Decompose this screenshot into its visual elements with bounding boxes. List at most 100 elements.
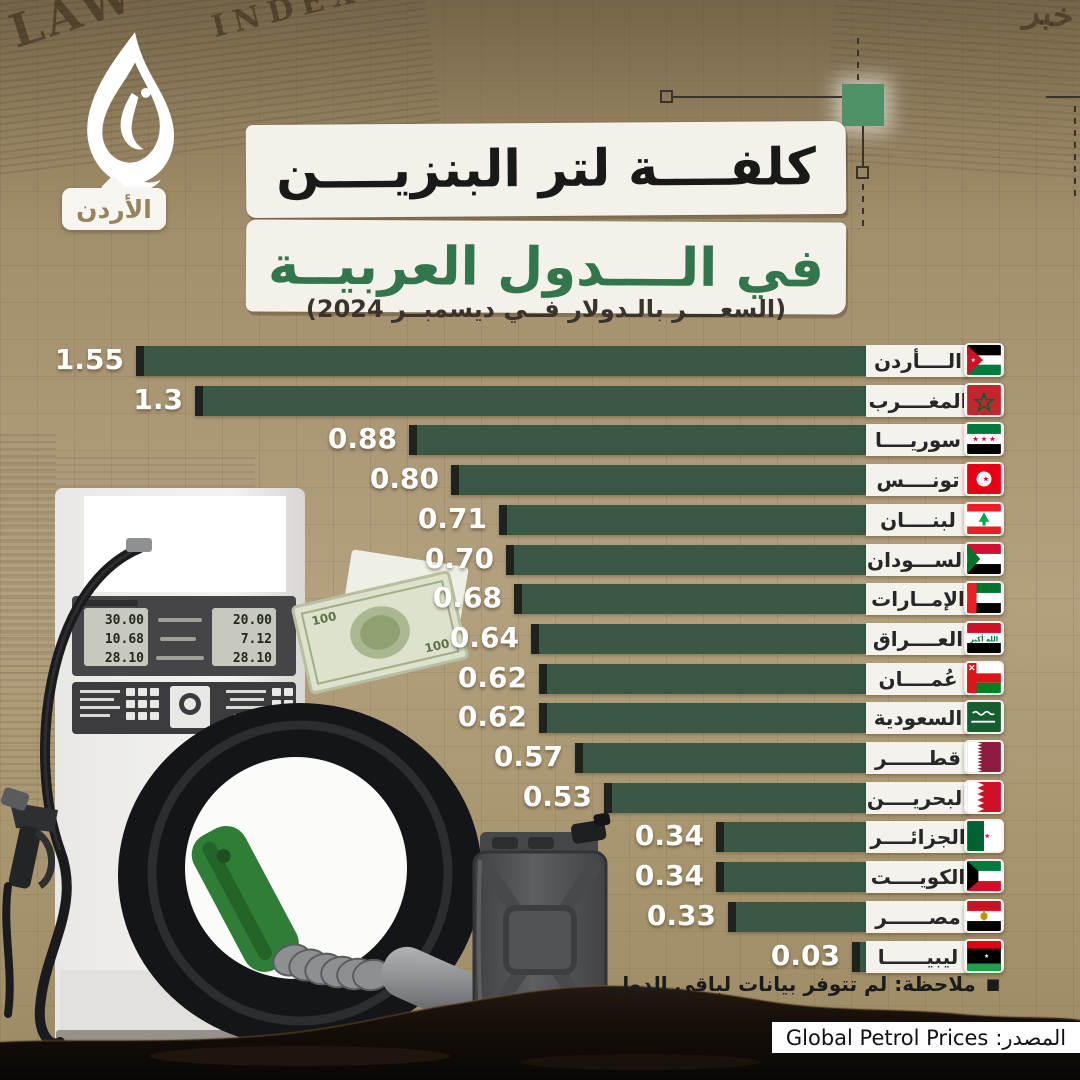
country-label-text: تونــــس [876,468,960,492]
price-bar [195,386,866,416]
syria-flag-icon [964,422,1004,456]
bar-value-label: 0.88 [327,422,397,455]
saudi-arabia-flag-icon [964,700,1004,734]
bar-value-label: 1.55 [54,343,124,376]
bar-row: 0.34 الجزائــــر [0,819,1080,853]
region-badge: الأردن [62,188,166,230]
lebanon-flag-icon [964,502,1004,536]
bar-value-label: 0.62 [457,700,527,733]
bar-value-label: 0.33 [646,899,716,932]
price-bar [728,902,866,932]
country-label: لبنــــان [866,504,970,536]
bar-row: 0.57 قطــــــر [0,740,1080,774]
price-bar [506,545,866,575]
bar-row: 0.70 الســـودان [0,542,1080,576]
country-label: تونــــس [866,464,970,496]
price-bar [514,584,866,614]
price-bar [531,624,866,654]
price-bar [499,505,866,535]
country-label-text: الكويــــت [870,865,966,889]
price-bar [575,743,866,773]
price-bar [852,942,866,972]
country-label-text: السعودية [873,706,963,730]
bar-value-label: 0.68 [432,581,502,614]
country-label: عُمــــان [866,663,970,695]
price-bar [539,703,866,733]
country-label: مصــــــر [866,901,970,933]
green-square-decoration [842,84,884,126]
egypt-flag-icon [964,899,1004,933]
bar-value-label: 0.53 [522,780,592,813]
footnote-bullet-icon: ■ [985,974,1000,993]
qatar-flag-icon [964,740,1004,774]
bar-row: 1.55 الــــأردن [0,343,1080,377]
svg-text:الله أكبر: الله أكبر [969,634,998,643]
algeria-flag-icon [964,819,1004,853]
country-label: الــــأردن [866,345,970,377]
morocco-flag-icon [964,383,1004,417]
bar-row: 0.34 الكويــــت [0,859,1080,893]
bar-row: 0.33 مصــــــر [0,899,1080,933]
bar-value-label: 0.71 [417,502,487,535]
country-label: قطــــــر [866,742,970,774]
bar-value-label: 0.57 [493,740,563,773]
source-strip: المصدر: Global Petrol Prices [772,1022,1080,1053]
country-label-text: العــــراق [872,627,964,651]
country-label: العــــراق [866,623,970,655]
uae-flag-icon [964,581,1004,615]
libya-flag-icon [964,939,1004,973]
bar-value-label: 0.70 [424,542,494,575]
bahrain-flag-icon [964,780,1004,814]
price-bar [409,425,866,455]
country-label: ليبيــــــا [866,941,970,973]
sudan-flag-icon [964,542,1004,576]
bar-row: 0.68 الإمــارات [0,581,1080,615]
aljazeera-logo-icon [70,30,200,192]
region-badge-label: الأردن [76,194,152,224]
country-label: المغــــرب [866,385,970,417]
bar-row: 0.53 البحريــــن [0,780,1080,814]
footnote: ■ ملاحظة: لم تتوفر بيانات لباقي الدول [612,972,1000,996]
bar-row: 0.71 لبنــــان [0,502,1080,536]
kuwait-flag-icon [964,859,1004,893]
country-label: البحريــــن [866,782,970,814]
country-label-text: سوريــــا [874,428,962,452]
footnote-text: ملاحظة: لم تتوفر بيانات لباقي الدول [611,972,976,996]
country-label-text: الإمــارات [871,587,965,611]
bar-row: 0.64 العــــراق الله أكبر [0,621,1080,655]
country-label-text: قطــــــر [874,746,962,770]
price-bar [539,664,866,694]
bar-row: 0.62 السعودية [0,700,1080,734]
bar-value-label: 0.34 [634,819,704,852]
bar-row: 0.62 عُمــــان [0,661,1080,695]
source-label: المصدر: [995,1025,1067,1050]
bar-row: 0.03 ليبيــــــا [0,939,1080,973]
country-label: الكويــــت [866,861,970,893]
price-bar [604,783,866,813]
tunisia-flag-icon [964,462,1004,496]
bar-value-label: 0.03 [770,939,840,972]
country-label-text: الــــأردن [873,349,963,373]
country-label-text: ليبيــــــا [877,945,959,969]
iraq-flag-icon: الله أكبر [964,621,1004,655]
bar-value-label: 0.64 [449,621,519,654]
country-label: السعودية [866,702,970,734]
bar-row: 1.3 المغــــرب [0,383,1080,417]
country-label: سوريــــا [866,424,970,456]
price-bar [716,862,866,892]
country-label-text: البحريــــن [866,786,970,810]
price-bar [136,346,866,376]
country-label: الإمــارات [866,583,970,615]
bar-row: 0.80 تونــــس [0,462,1080,496]
country-label: الجزائــــر [866,821,970,853]
country-label-text: مصــــــر [875,905,961,929]
country-label-text: الجزائــــر [870,825,966,849]
country-label-text: المغــــرب [868,389,968,413]
bar-value-label: 0.34 [634,859,704,892]
country-label: الســـودان [866,544,970,576]
bar-row: 0.88 سوريــــا [0,422,1080,456]
country-label-text: عُمــــان [878,667,958,691]
source-value: Global Petrol Prices [785,1025,989,1050]
